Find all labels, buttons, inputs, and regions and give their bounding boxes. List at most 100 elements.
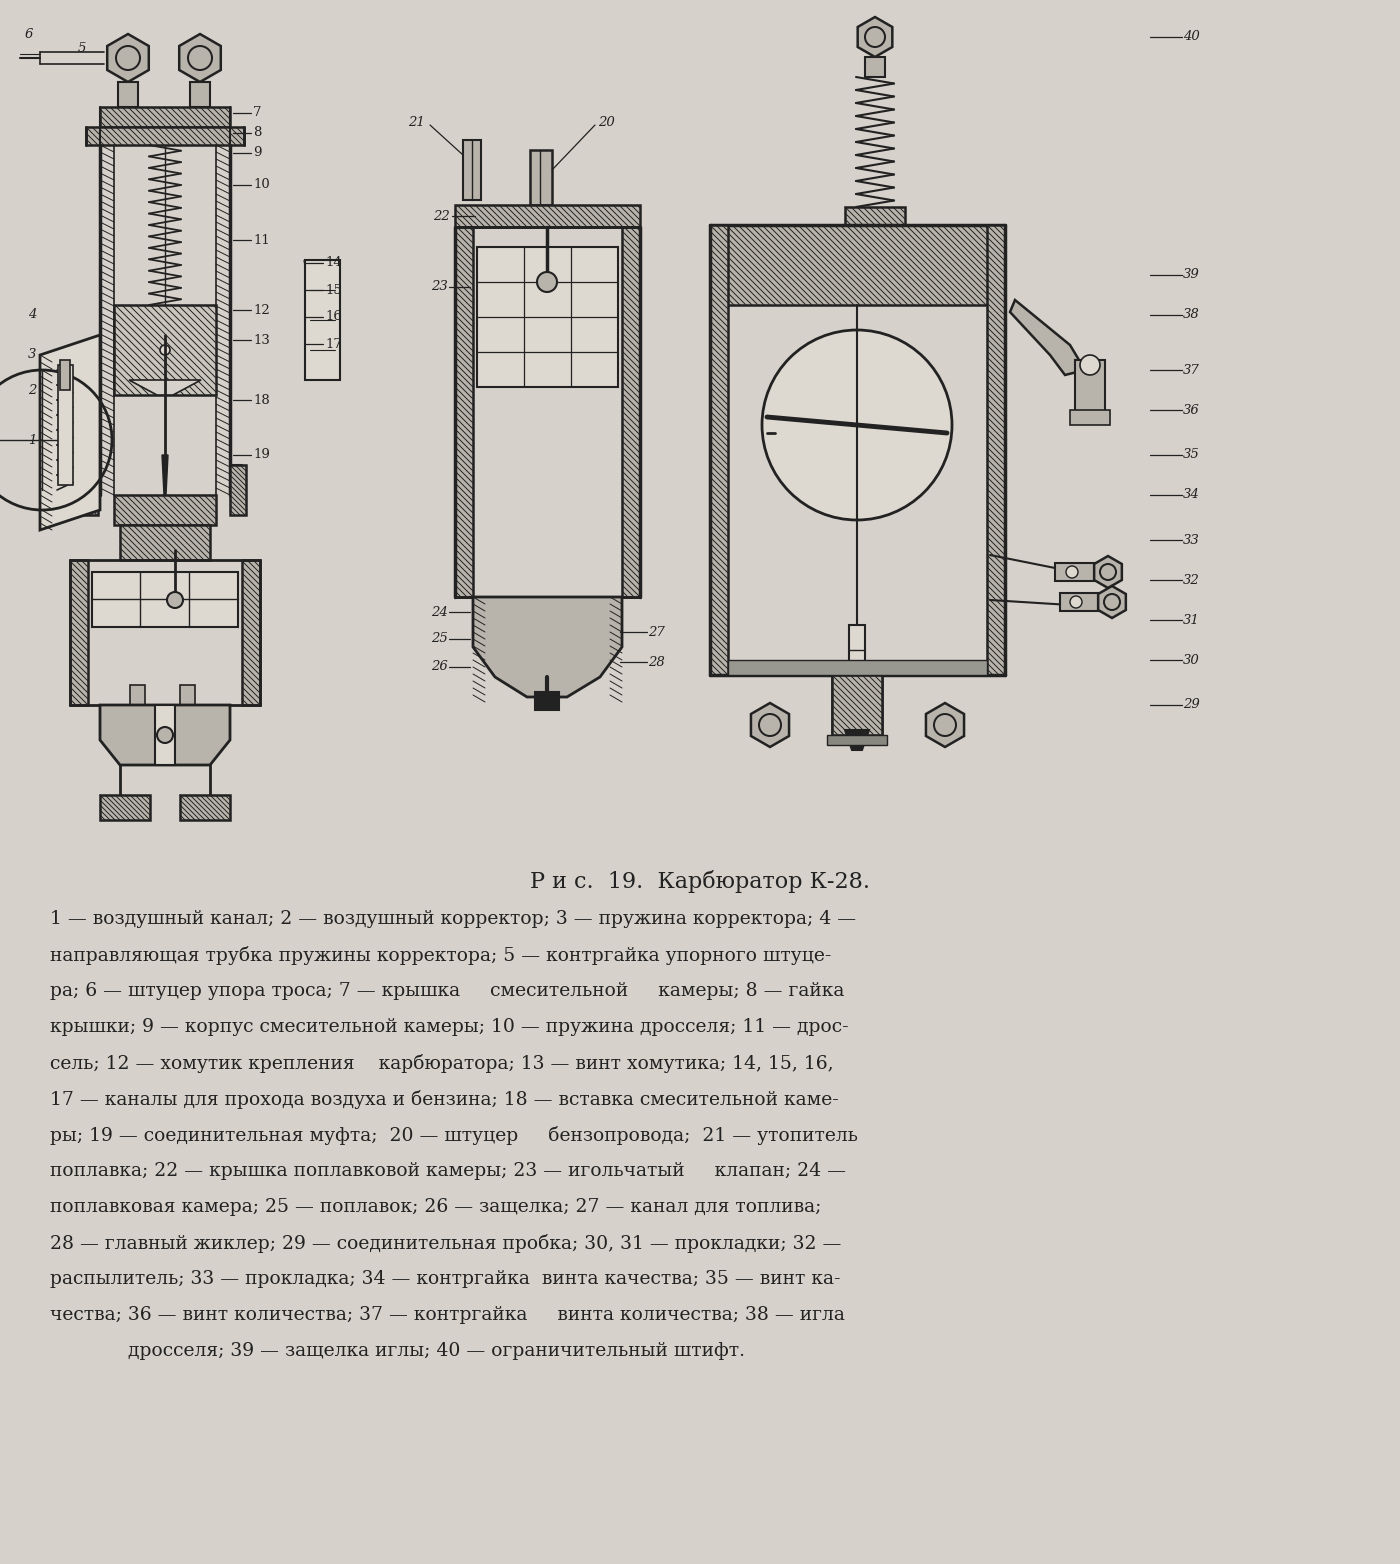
Circle shape <box>762 330 952 519</box>
Bar <box>92 572 238 627</box>
Bar <box>827 735 888 744</box>
Bar <box>99 106 230 127</box>
Text: 10: 10 <box>253 178 270 191</box>
Polygon shape <box>1095 555 1121 588</box>
Text: 26: 26 <box>431 660 448 674</box>
Text: 34: 34 <box>1183 488 1200 502</box>
Polygon shape <box>925 702 965 748</box>
Polygon shape <box>108 34 148 81</box>
Text: 18: 18 <box>253 394 270 407</box>
Text: 28: 28 <box>648 655 665 668</box>
Circle shape <box>167 593 183 608</box>
Text: дросселя; 39 — защелка иглы; 40 — ограничительный штифт.: дросселя; 39 — защелка иглы; 40 — ограни… <box>50 1342 745 1361</box>
Polygon shape <box>1098 586 1126 618</box>
Text: 9: 9 <box>253 147 262 160</box>
Bar <box>728 660 987 676</box>
Circle shape <box>1065 566 1078 579</box>
Bar <box>710 225 728 676</box>
Bar <box>535 691 559 710</box>
Text: ры; 19 — соединительная муфта;  20 — штуцер     бензопровода;  21 — утопитель: ры; 19 — соединительная муфта; 20 — штуц… <box>50 1126 858 1145</box>
Text: 3: 3 <box>28 349 36 361</box>
Text: 11: 11 <box>253 233 270 247</box>
Text: 39: 39 <box>1183 269 1200 282</box>
Circle shape <box>538 272 557 292</box>
Polygon shape <box>99 705 230 765</box>
Text: распылитель; 33 — прокладка; 34 — контргайка  винта качества; 35 — винт ка-: распылитель; 33 — прокладка; 34 — контрг… <box>50 1270 840 1289</box>
Circle shape <box>1079 355 1100 375</box>
Text: 4: 4 <box>28 308 36 322</box>
Bar <box>155 705 175 765</box>
Text: 28 — главный жиклер; 29 — соединительная пробка; 30, 31 — прокладки; 32 —: 28 — главный жиклер; 29 — соединительная… <box>50 1234 841 1253</box>
Text: 27: 27 <box>648 626 665 638</box>
Text: чества; 36 — винт количества; 37 — контргайка     винта количества; 38 — игла: чества; 36 — винт количества; 37 — контр… <box>50 1306 844 1325</box>
Text: 17: 17 <box>325 338 342 350</box>
Text: 22: 22 <box>433 210 449 222</box>
Bar <box>1075 360 1105 414</box>
Bar <box>60 360 70 389</box>
Bar <box>455 227 473 597</box>
Text: 15: 15 <box>325 283 342 297</box>
Bar <box>832 676 882 735</box>
Text: 37: 37 <box>1183 363 1200 377</box>
Text: 6: 6 <box>25 28 34 42</box>
Bar <box>181 795 230 820</box>
Text: 32: 32 <box>1183 574 1200 586</box>
Text: поплавка; 22 — крышка поплавковой камеры; 23 — игольчатый     клапан; 24 —: поплавка; 22 — крышка поплавковой камеры… <box>50 1162 846 1179</box>
Text: направляющая трубка пружины корректора; 5 — контргайка упорного штуце-: направляющая трубка пружины корректора; … <box>50 946 832 965</box>
Bar <box>463 141 482 200</box>
Bar <box>477 247 617 386</box>
Polygon shape <box>750 702 790 748</box>
Circle shape <box>1070 596 1082 608</box>
Bar <box>622 227 640 597</box>
Bar <box>70 560 88 705</box>
Text: 7: 7 <box>253 106 262 119</box>
Circle shape <box>160 346 169 355</box>
Text: 13: 13 <box>253 333 270 347</box>
Text: 14: 14 <box>325 256 342 269</box>
Bar <box>832 676 882 735</box>
Text: 5: 5 <box>77 42 85 55</box>
Text: поплавковая камера; 25 — поплавок; 26 — защелка; 27 — канал для топлива;: поплавковая камера; 25 — поплавок; 26 — … <box>50 1198 822 1215</box>
Text: 17 — каналы для прохода воздуха и бензина; 18 — вставка смесительной каме-: 17 — каналы для прохода воздуха и бензин… <box>50 1090 839 1109</box>
Text: 1: 1 <box>28 433 36 446</box>
Text: 24: 24 <box>431 605 448 618</box>
Bar <box>531 150 552 205</box>
Text: 38: 38 <box>1183 308 1200 322</box>
Bar <box>827 663 888 676</box>
Polygon shape <box>129 380 202 396</box>
Bar <box>113 494 216 526</box>
Bar <box>305 260 340 380</box>
Text: 30: 30 <box>1183 654 1200 666</box>
Polygon shape <box>858 17 892 56</box>
Text: сель; 12 — хомутик крепления    карбюратора; 13 — винт хомутика; 14, 15, 16,: сель; 12 — хомутик крепления карбюратора… <box>50 1054 833 1073</box>
Bar <box>85 127 244 145</box>
Bar <box>846 206 904 225</box>
Bar <box>865 56 885 77</box>
Bar <box>57 364 73 485</box>
Bar <box>118 81 139 106</box>
Text: 35: 35 <box>1183 449 1200 461</box>
Text: 20: 20 <box>598 116 615 128</box>
Text: 40: 40 <box>1183 31 1200 44</box>
Bar <box>987 225 1005 676</box>
Text: Р и с.  19.  Карбюратор К-28.: Р и с. 19. Карбюратор К-28. <box>531 870 869 893</box>
Text: крышки; 9 — корпус смесительной камеры; 10 — пружина дросселя; 11 — дрос-: крышки; 9 — корпус смесительной камеры; … <box>50 1018 848 1035</box>
Text: 23: 23 <box>431 280 448 294</box>
Text: 31: 31 <box>1183 613 1200 627</box>
Polygon shape <box>473 597 622 698</box>
Text: 25: 25 <box>431 632 448 646</box>
Bar <box>113 305 216 396</box>
Text: 21: 21 <box>409 116 426 128</box>
Text: 8: 8 <box>253 127 262 139</box>
Text: 2: 2 <box>28 383 36 397</box>
Text: ра; 6 — штуцер упора троса; 7 — крышка     смесительной     камеры; 8 — гайка: ра; 6 — штуцер упора троса; 7 — крышка с… <box>50 982 844 999</box>
Polygon shape <box>846 730 869 751</box>
Bar <box>1056 563 1098 580</box>
Polygon shape <box>1009 300 1085 375</box>
Bar <box>190 81 210 106</box>
Bar <box>83 465 98 515</box>
Bar <box>99 795 150 820</box>
Bar <box>130 685 146 710</box>
Bar <box>710 225 1005 305</box>
Text: 29: 29 <box>1183 699 1200 712</box>
